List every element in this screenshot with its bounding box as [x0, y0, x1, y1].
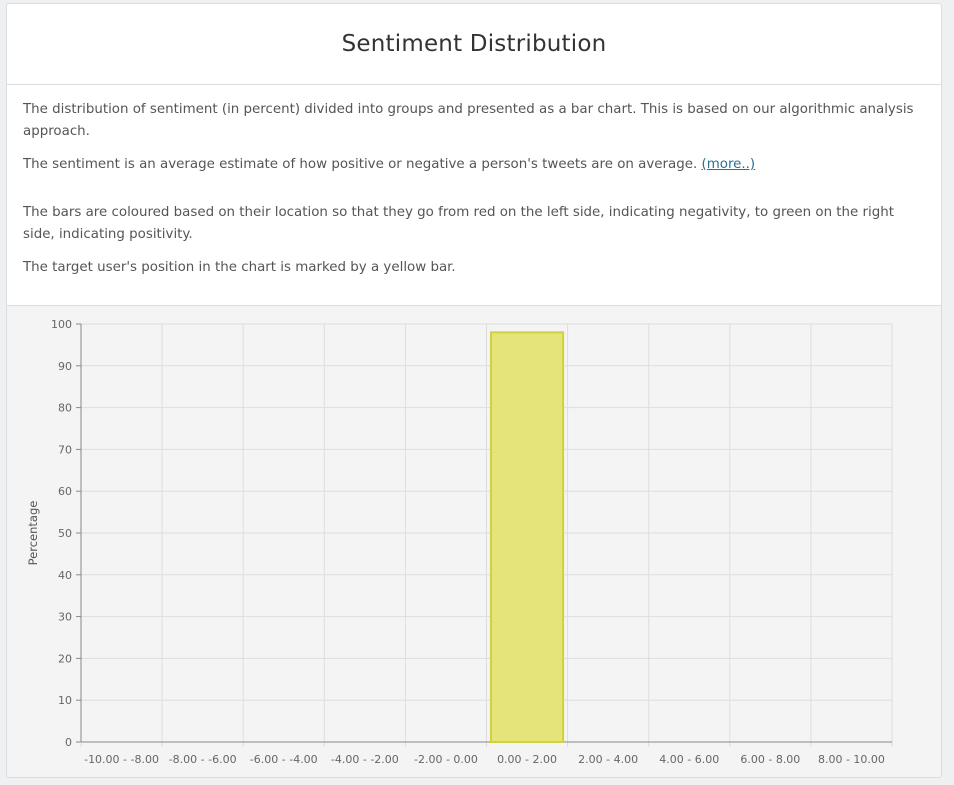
- chart-area: 0 10 20 30 40 50 60 70 80 90 100 -10.00 - -8.00 -8.0…: [7, 305, 941, 777]
- x-tick-label: -4.00 - -2.00: [331, 753, 399, 766]
- panel-description: The distribution of sentiment (in percen…: [7, 85, 941, 279]
- y-tick-label: 70: [58, 443, 72, 456]
- y-tick-label: 30: [58, 611, 72, 624]
- x-tick-label: 0.00 - 2.00: [497, 753, 557, 766]
- sentiment-bar-chart: 0 10 20 30 40 50 60 70 80 90 100 -10.00 - -8.00 -8.0…: [26, 318, 893, 766]
- sentiment-panel: Sentiment Distribution The distribution …: [6, 3, 942, 778]
- x-tick-label: 6.00 - 8.00: [740, 753, 800, 766]
- description-paragraph: The bars are coloured based on their loc…: [23, 205, 895, 242]
- y-tick-label: 90: [58, 360, 72, 373]
- y-tick-label: 40: [58, 569, 72, 582]
- y-tick-label: 10: [58, 694, 72, 707]
- x-tick-label: -10.00 - -8.00: [84, 753, 159, 766]
- x-tick-label: 4.00 - 6.00: [659, 753, 719, 766]
- x-tick-label: -8.00 - -6.00: [169, 753, 237, 766]
- y-tick-label: 100: [51, 318, 72, 331]
- bar: [489, 331, 565, 744]
- y-axis-label: Percentage: [26, 501, 40, 566]
- y-tick-label: 80: [58, 402, 72, 415]
- x-tick-label: -2.00 - 0.00: [414, 753, 478, 766]
- description-text: The sentiment is an average estimate of …: [23, 157, 702, 172]
- description-paragraph: The target user's position in the chart …: [23, 260, 456, 275]
- description-paragraph: The sentiment is an average estimate of …: [23, 154, 925, 176]
- x-tick-label: 2.00 - 4.00: [578, 753, 638, 766]
- y-tick-label: 50: [58, 527, 72, 540]
- y-tick-label: 0: [65, 736, 72, 749]
- description-paragraph: The distribution of sentiment (in percen…: [23, 102, 914, 139]
- y-tick-label: 60: [58, 485, 72, 498]
- x-tick-label: 8.00 - 10.00: [818, 753, 885, 766]
- more-link[interactable]: (more..): [701, 157, 756, 172]
- y-tick-label: 20: [58, 652, 72, 665]
- panel-title: Sentiment Distribution: [7, 4, 941, 85]
- x-tick-label: -6.00 - -4.00: [250, 753, 318, 766]
